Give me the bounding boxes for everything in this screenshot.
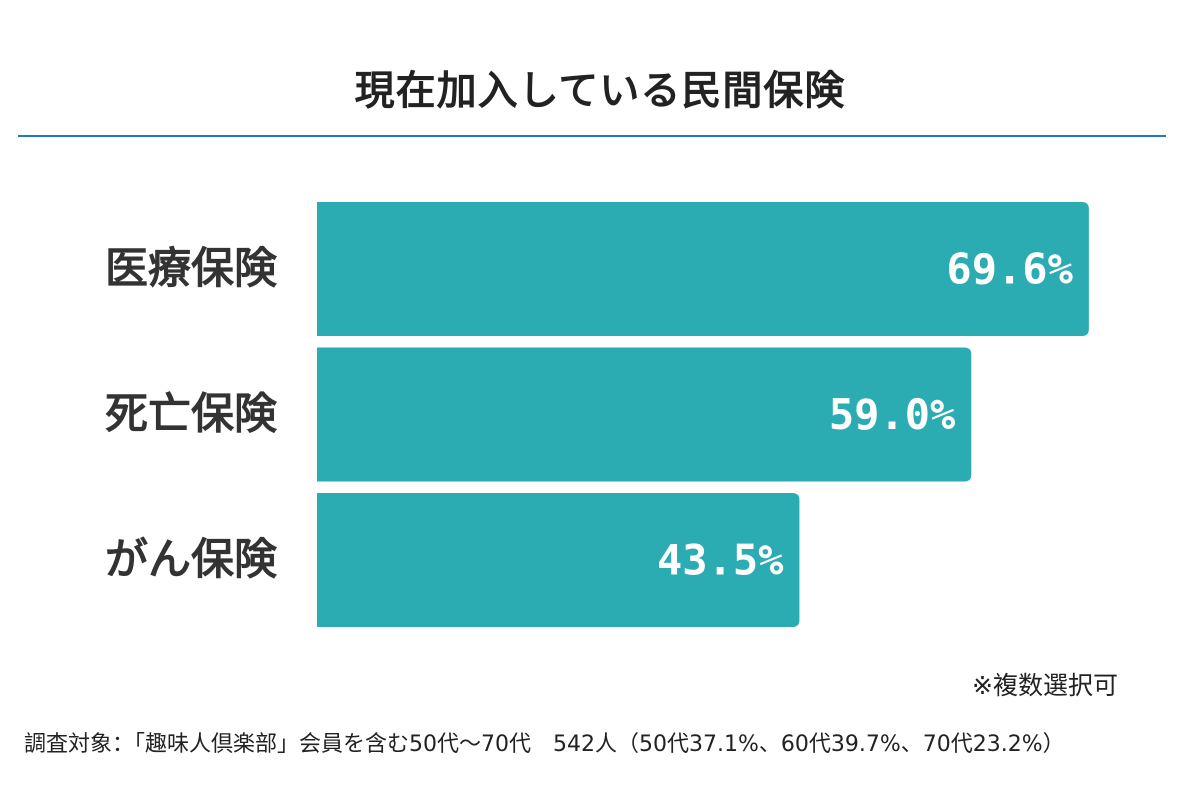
bar-2 bbox=[317, 347, 972, 482]
value-label-1: 69.6% bbox=[946, 245, 1072, 294]
title-divider bbox=[18, 135, 1166, 137]
bar-1 bbox=[317, 202, 1089, 336]
bars-layer: 医療保険 69.6% 死亡保険 59.0% がん保険 43.5% bbox=[105, 202, 1089, 627]
survey-footnote: 調査対象：「趣味人倶楽部」会員を含む50代〜70代 542人（50代37.1%、… bbox=[24, 732, 1065, 757]
multiple-choice-note: ※複数選択可 bbox=[972, 671, 1118, 700]
value-label-3: 43.5% bbox=[657, 536, 783, 585]
category-label-2: 死亡保険 bbox=[105, 390, 278, 440]
category-label-3: がん保険 bbox=[105, 535, 278, 585]
category-label-1: 医療保険 bbox=[105, 244, 278, 294]
value-label-2: 59.0% bbox=[829, 390, 955, 439]
chart-title: 現在加入している民間保険 bbox=[354, 68, 846, 114]
bar-3 bbox=[317, 493, 800, 627]
